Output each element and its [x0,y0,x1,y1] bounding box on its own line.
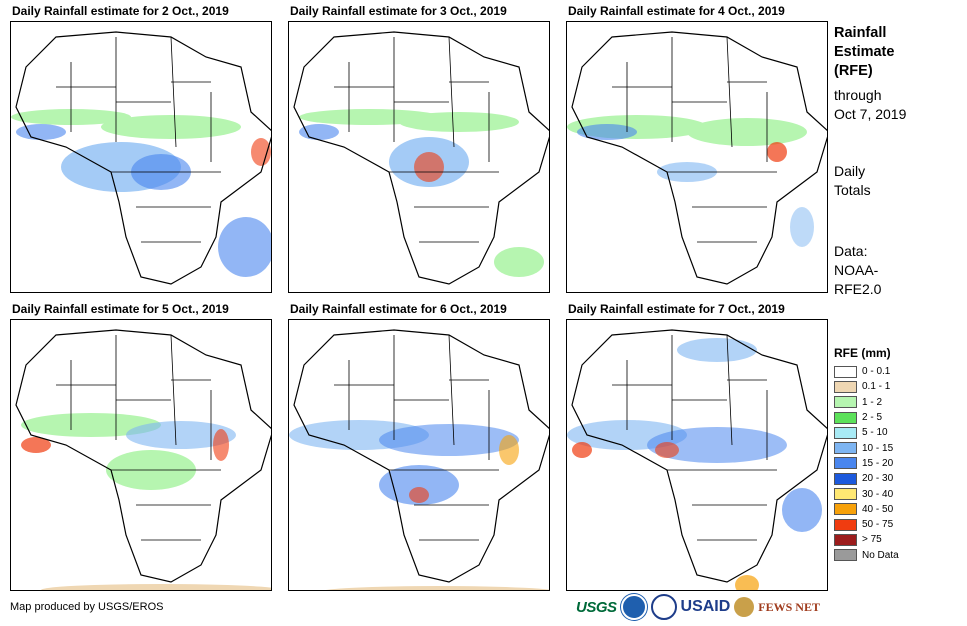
usaid-seal-icon [650,594,677,620]
legend-item: 0.1 - 1 [834,379,899,394]
legend-label: 15 - 20 [862,457,894,469]
legend-label: > 75 [862,534,882,546]
product-heading: Rainfall Estimate (RFE) [834,25,895,79]
legend-item: 15 - 20 [834,456,899,471]
rfe-legend: RFE (mm) 0 - 0.1 0.1 - 1 1 - 2 2 - 5 5 - 10 1… [834,346,899,563]
legend-label: 2 - 5 [862,412,883,424]
map-panel-oct-6: Daily Rainfall estimate for 6 Oct., 2019 [288,302,550,591]
legend-label: 5 - 10 [862,427,888,439]
legend-title: RFE (mm) [834,346,891,360]
rainfall-map [288,21,550,293]
legend-swatch [834,396,857,409]
legend-swatch [834,533,857,546]
panel-title: Daily Rainfall estimate for 7 Oct., 2019 [568,302,785,316]
legend-swatch [834,488,857,501]
legend-swatch [834,503,857,516]
agency-logos: USGS USAID FEWS NET [576,594,820,620]
legend-label: 0.1 - 1 [862,381,891,393]
rainfall-map [10,319,272,591]
panel-title: Daily Rainfall estimate for 6 Oct., 2019 [290,302,507,316]
legend-swatch [834,426,857,439]
legend-label: 10 - 15 [862,442,894,454]
legend-swatch [834,549,857,562]
legend-item: 10 - 15 [834,440,899,455]
fews-net-emblem-icon [734,597,755,617]
legend-item: 2 - 5 [834,410,899,425]
legend-item: 30 - 40 [834,486,899,501]
rainfall-map [10,21,272,293]
panel-title: Daily Rainfall estimate for 5 Oct., 2019 [12,302,229,316]
map-panel-oct-5: Daily Rainfall estimate for 5 Oct., 2019 [10,302,272,591]
legend-label: 20 - 30 [862,473,894,485]
panel-title: Daily Rainfall estimate for 3 Oct., 2019 [290,4,507,18]
legend-swatch [834,472,857,485]
map-credit: Map produced by USGS/EROS [10,601,164,613]
usaid-logo: USAID [680,598,731,615]
panel-title: Daily Rainfall estimate for 2 Oct., 2019 [12,4,229,18]
map-panel-oct-2: Daily Rainfall estimate for 2 Oct., 2019 [10,4,272,293]
legend-swatch [834,442,857,455]
legend-swatch [834,518,857,531]
legend-item: 20 - 30 [834,471,899,486]
totals-label: Daily Totals [834,163,871,198]
panel-title: Daily Rainfall estimate for 4 Oct., 2019 [568,4,785,18]
legend-label: 30 - 40 [862,488,894,500]
rainfall-map [288,319,550,591]
legend-label: 40 - 50 [862,503,894,515]
legend-item: 1 - 2 [834,395,899,410]
legend-swatch [834,365,857,378]
legend-swatch [834,457,857,470]
legend-swatch [834,411,857,424]
legend-item: 40 - 50 [834,502,899,517]
legend-item: 5 - 10 [834,425,899,440]
rainfall-map [566,319,828,591]
period-label: through Oct 7, 2019 [834,87,907,122]
legend-item: 50 - 75 [834,517,899,532]
map-panel-oct-4: Daily Rainfall estimate for 4 Oct., 2019 [566,4,828,293]
map-panel-oct-3: Daily Rainfall estimate for 3 Oct., 2019 [288,4,550,293]
legend-swatch [834,380,857,393]
usgs-logo: USGS [576,598,617,616]
legend-item: No Data [834,548,899,563]
legend-label: 0 - 0.1 [862,366,891,378]
rainfall-map [566,21,828,293]
legend-item: 0 - 0.1 [834,364,899,379]
fews-net-logo: FEWS NET [758,599,820,614]
map-panel-oct-7: Daily Rainfall estimate for 7 Oct., 2019 [566,302,828,591]
data-source: Data: NOAA- RFE2.0 [834,243,882,297]
noaa-logo-icon [620,594,647,620]
legend-label: 1 - 2 [862,396,883,408]
legend-label: No Data [862,549,899,561]
legend-label: 50 - 75 [862,519,894,531]
legend-item: > 75 [834,532,899,547]
